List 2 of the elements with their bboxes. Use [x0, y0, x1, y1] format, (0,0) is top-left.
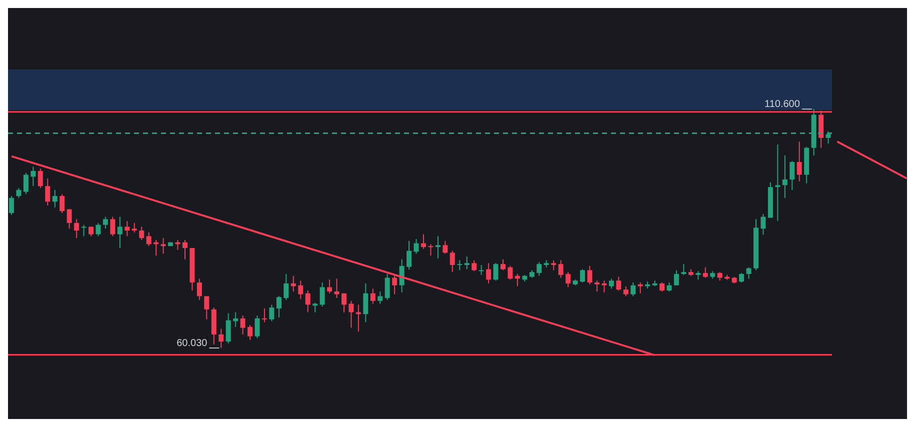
- annotation: 110.600: [764, 99, 800, 110]
- annotation: 60.030: [176, 338, 208, 349]
